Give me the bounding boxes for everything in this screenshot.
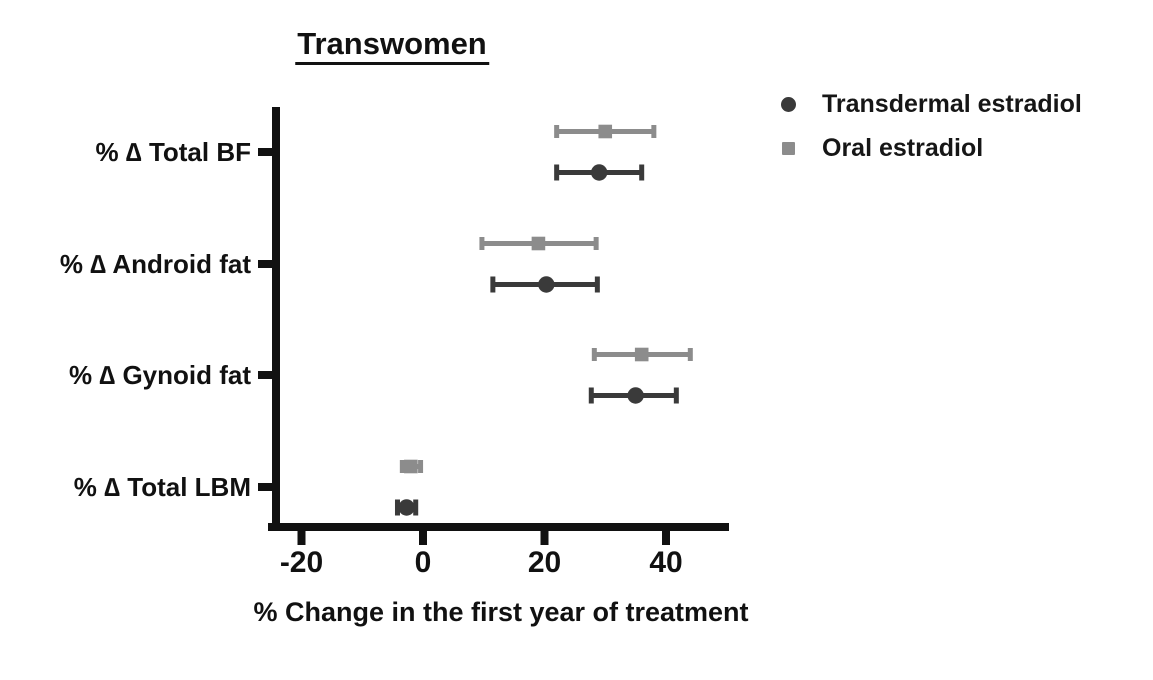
- error-bar-cap-left: [554, 164, 560, 181]
- error-bar-cap-right: [651, 125, 657, 138]
- chart-title: Transwomen: [295, 28, 489, 65]
- error-bar-cap-left: [479, 237, 485, 250]
- data-point-square: [598, 124, 613, 139]
- data-point-circle: [590, 164, 608, 181]
- error-bar-cap-right: [593, 237, 599, 250]
- y-axis-tick: [258, 483, 272, 491]
- error-bar-cap-left: [399, 460, 405, 473]
- legend-label-transdermal: Transdermal estradiol: [822, 89, 1082, 118]
- error-bar-cap-left: [490, 276, 496, 293]
- error-bar-cap-left: [554, 125, 560, 138]
- x-tick-label: 0: [415, 546, 432, 579]
- legend-label-oral: Oral estradiol: [822, 133, 984, 162]
- error-bar-cap-right: [673, 387, 679, 404]
- square-marker-icon: [781, 141, 795, 155]
- error-bar-cap-left: [591, 348, 597, 361]
- legend-item-oral: Oral estradiol: [780, 126, 1082, 170]
- error-bar-cap-right: [687, 348, 693, 361]
- x-tick-label: 20: [528, 546, 561, 579]
- x-axis-tick: [297, 531, 306, 545]
- error-bar-cap-right: [413, 499, 419, 516]
- y-axis-tick: [258, 371, 272, 379]
- legend-marker-box: [780, 140, 796, 156]
- category-label: % ∆ Android fat: [60, 249, 251, 279]
- x-axis-line: [268, 523, 729, 531]
- data-point-square: [531, 236, 546, 251]
- x-axis-tick: [662, 531, 670, 545]
- data-point-square: [404, 459, 418, 474]
- x-axis-tick: [540, 531, 549, 545]
- error-bar-cap-right: [418, 460, 424, 473]
- circle-marker-icon: [780, 96, 796, 112]
- x-tick-label: 40: [649, 546, 682, 579]
- legend-item-transdermal: Transdermal estradiol: [780, 82, 1082, 126]
- y-axis-tick: [258, 260, 272, 268]
- category-label: % ∆ Total BF: [95, 137, 251, 167]
- legend-marker-box: [780, 96, 796, 112]
- x-tick-label: -20: [280, 546, 323, 579]
- x-axis-tick: [419, 531, 427, 545]
- error-bar-cap-right: [594, 276, 600, 293]
- error-bar-cap-left: [588, 387, 594, 404]
- data-point-circle: [538, 276, 555, 293]
- error-bar-cap-left: [394, 499, 400, 516]
- data-point-circle: [627, 387, 644, 404]
- y-axis-tick: [258, 148, 272, 156]
- data-point-circle: [398, 499, 415, 516]
- legend: Transdermal estradiol Oral estradiol: [780, 82, 1082, 170]
- y-axis-line: [272, 107, 280, 531]
- error-bar-cap-right: [639, 164, 645, 181]
- category-label: % ∆ Total LBM: [74, 472, 251, 502]
- x-axis-title: % Change in the first year of treatment: [253, 597, 749, 627]
- data-point-square: [634, 347, 649, 362]
- category-label: % ∆ Gynoid fat: [69, 360, 251, 390]
